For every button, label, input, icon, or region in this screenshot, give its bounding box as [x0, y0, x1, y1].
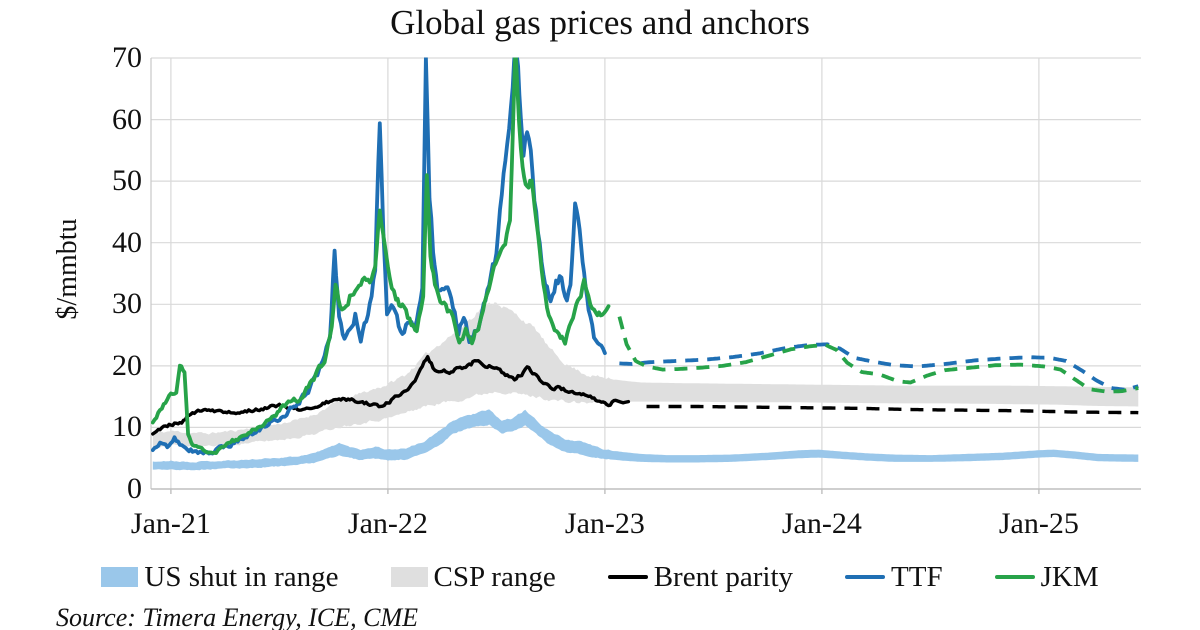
legend-item-csp-range: CSP range	[390, 559, 556, 595]
legend-item-brent-parity: Brent parity	[607, 559, 794, 595]
legend-label-jkm: JKM	[1040, 561, 1099, 593]
y-tick-label: 70	[112, 41, 142, 74]
legend-label-brent-parity: Brent parity	[653, 561, 794, 593]
y-tick-label: 20	[112, 348, 142, 382]
series-ttf-solid	[151, 57, 607, 456]
x-tick-label: Jan-25	[998, 507, 1079, 540]
y-tick-label: 0	[127, 472, 142, 505]
legend-swatch-brent-parity	[607, 575, 648, 579]
y-tick-label: 60	[112, 102, 142, 136]
y-tick-label: 10	[112, 410, 142, 444]
legend-swatch-jkm	[994, 575, 1035, 579]
y-tick-label: 30	[112, 287, 142, 321]
series-brent-solid	[151, 355, 631, 436]
gridlines	[151, 57, 1141, 489]
x-tick-label: Jan-23	[564, 507, 645, 540]
x-tick-label: Jan-22	[347, 507, 428, 540]
series-brent-dashed	[646, 404, 1139, 415]
series-jkm-dashed	[617, 316, 1139, 394]
legend-label-us-shut-in-range: US shut in range	[144, 561, 339, 593]
series-band-us_shut_in	[152, 409, 1139, 471]
chart-legend: US shut in range CSP range Brent parity TTF…	[0, 557, 1200, 597]
y-tick-label: 40	[112, 225, 142, 259]
y-tick-label: 50	[112, 164, 142, 198]
legend-item-jkm: JKM	[994, 559, 1099, 595]
x-tick-label: Jan-21	[130, 507, 211, 540]
series-group	[151, 57, 1139, 471]
legend-swatch-csp-range	[390, 567, 428, 587]
axes	[150, 58, 1141, 494]
legend-label-csp-range: CSP range	[433, 561, 556, 593]
chart-title: Global gas prices and anchors	[390, 3, 810, 42]
legend-item-us-shut-in-range: US shut in range	[101, 559, 339, 595]
series-band-csp	[152, 302, 1139, 448]
x-tick-label: Jan-24	[781, 507, 862, 540]
legend-item-ttf: TTF	[845, 559, 943, 595]
source-note: Source: Timera Energy, ICE, CME	[56, 603, 419, 630]
series-jkm-solid	[151, 57, 611, 455]
legend-label-ttf: TTF	[891, 561, 943, 593]
series-ttf-dashed	[619, 342, 1139, 392]
legend-swatch-us-shut-in-range	[101, 567, 139, 587]
legend-swatch-ttf	[845, 575, 886, 579]
